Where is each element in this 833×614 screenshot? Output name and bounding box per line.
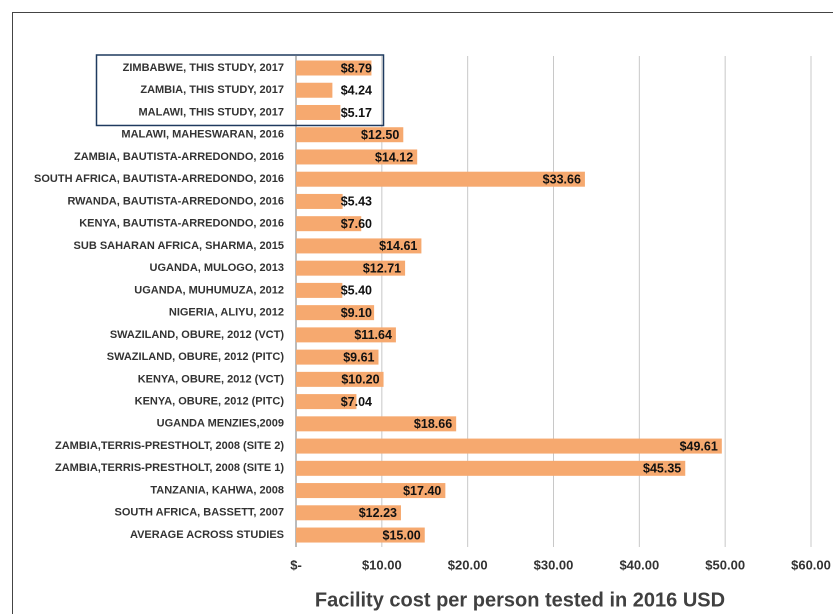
y-tick-label: MALAWI, MAHESWARAN, 2016: [121, 129, 284, 141]
data-label: $9.61: [343, 350, 374, 364]
bar: [296, 527, 425, 543]
bar: [296, 305, 375, 321]
x-axis-title: Facility cost per person tested in 2016 …: [315, 589, 725, 611]
y-tick-label: ZAMBIA, BAUTISTA-ARREDONDO, 2016: [74, 151, 284, 163]
data-label: $7.60: [341, 217, 372, 231]
y-tick-label: SWAZILAND, OBURE, 2012 (PITC): [107, 351, 285, 363]
y-tick-label: SOUTH AFRICA, BASSETT, 2007: [114, 507, 284, 519]
bar: [296, 460, 686, 476]
bar: [296, 349, 379, 365]
y-tick-label: ZIMBABWE, THIS STUDY, 2017: [123, 62, 284, 74]
y-tick-label: ZAMBIA,TERRIS-PRESTHOLT, 2008 (SITE 1): [55, 462, 284, 474]
y-tick-label: RWANDA, BAUTISTA-ARREDONDO, 2016: [67, 195, 284, 207]
data-label: $45.35: [643, 462, 681, 476]
data-label: $14.61: [379, 239, 417, 253]
data-label: $10.20: [341, 373, 379, 387]
bar: [296, 238, 422, 254]
x-tick-label: $20.00: [448, 557, 488, 572]
highlight-box: [95, 54, 385, 127]
data-label: $12.23: [359, 506, 397, 520]
y-tick-label: ZAMBIA, THIS STUDY, 2017: [140, 84, 284, 96]
y-tick-label: SWAZILAND, OBURE, 2012 (VCT): [110, 329, 285, 341]
y-tick-label: ZAMBIA,TERRIS-PRESTHOLT, 2008 (SITE 2): [55, 440, 284, 452]
data-label: $12.71: [363, 261, 401, 275]
bar: [296, 149, 418, 165]
bar: [296, 104, 341, 120]
data-label: $15.00: [383, 528, 421, 542]
bar: [296, 438, 722, 454]
data-label: $33.66: [543, 172, 581, 186]
data-label: $4.24: [341, 84, 372, 98]
bar: [296, 282, 343, 298]
bar: [296, 371, 384, 387]
bar: [296, 505, 401, 521]
data-label: $8.79: [341, 61, 372, 75]
bar: [296, 394, 357, 410]
bar: [296, 60, 372, 76]
bar: [296, 483, 446, 499]
data-label: $14.12: [375, 150, 413, 164]
data-label: $5.43: [341, 195, 372, 209]
data-label: $9.10: [341, 306, 372, 320]
x-tick-label: $10.00: [362, 557, 402, 572]
data-label: $12.50: [361, 128, 399, 142]
bar: [296, 260, 406, 276]
y-tick-label: SOUTH AFRICA, BAUTISTA-ARREDONDO, 2016: [34, 173, 284, 185]
bar: [296, 127, 404, 143]
data-label: $18.66: [414, 417, 452, 431]
x-tick-label: $50.00: [705, 557, 745, 572]
y-tick-label: TANZANIA, KAHWA, 2008: [150, 484, 284, 496]
bar: [296, 327, 396, 343]
y-tick-label: UGANDA MENZIES,2009: [157, 418, 284, 430]
data-label: $17.40: [403, 484, 441, 498]
y-tick-label: SUB SAHARAN AFRICA, SHARMA, 2015: [74, 240, 284, 252]
x-tick-label: $40.00: [619, 557, 659, 572]
data-label: $7.04: [341, 395, 372, 409]
y-tick-label: MALAWI, THIS STUDY, 2017: [139, 106, 284, 118]
y-tick-label: AVERAGE ACROSS STUDIES: [130, 529, 284, 541]
y-tick-label: UGANDA, MULOGO, 2013: [150, 262, 284, 274]
y-tick-label: NIGERIA, ALIYU, 2012: [169, 307, 284, 319]
y-tick-label: KENYA, OBURE, 2012 (PITC): [135, 396, 285, 408]
bar: [296, 193, 343, 209]
bar: [296, 82, 333, 98]
bar: [296, 416, 457, 432]
data-label: $5.17: [341, 106, 372, 120]
x-tick-label: $60.00: [791, 557, 831, 572]
data-label: $5.40: [341, 284, 372, 298]
y-tick-label: UGANDA, MUHUMUZA, 2012: [134, 284, 284, 296]
x-tick-label: $-: [290, 557, 302, 572]
data-label: $49.61: [680, 439, 718, 453]
chart-frame: [12, 12, 833, 614]
data-label: $11.64: [354, 328, 392, 342]
bar: [296, 216, 362, 232]
y-tick-label: KENYA, BAUTISTA-ARREDONDO, 2016: [79, 218, 284, 230]
x-tick-label: $30.00: [534, 557, 574, 572]
y-tick-label: KENYA, OBURE, 2012 (VCT): [138, 373, 285, 385]
bar: [296, 171, 585, 187]
